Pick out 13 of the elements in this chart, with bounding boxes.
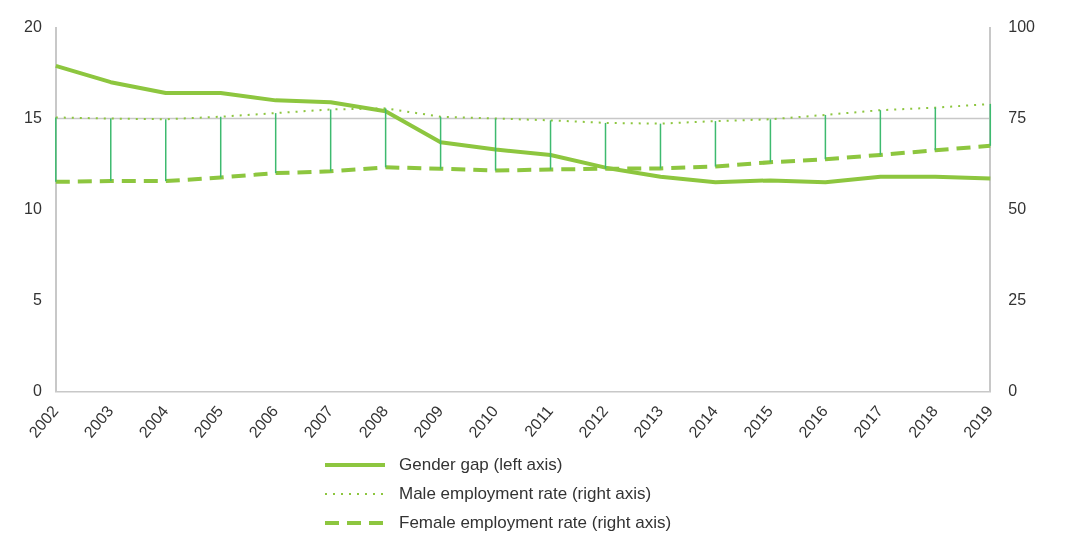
legend-label: Gender gap (left axis)	[399, 454, 563, 475]
legend-label: Male employment rate (right axis)	[399, 483, 652, 504]
y-tick-label: 0	[32, 381, 42, 399]
y2-tick-label: 100	[1008, 18, 1036, 36]
y-tick-label: 20	[24, 18, 42, 36]
legend-label: Female employment rate (right axis)	[399, 512, 672, 533]
y2-tick-label: 75	[1008, 108, 1027, 126]
y-tick-label: 15	[24, 108, 42, 126]
y2-tick-label: 25	[1008, 290, 1027, 308]
y2-tick-label: 50	[1008, 199, 1027, 217]
y2-tick-label: 0	[1008, 381, 1018, 399]
y-tick-label: 5	[32, 290, 42, 308]
y-tick-label: 10	[24, 199, 42, 217]
